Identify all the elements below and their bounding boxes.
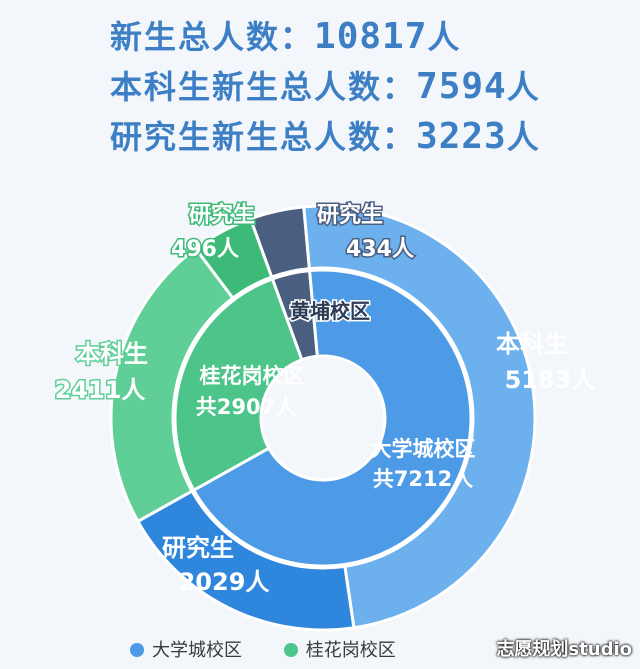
headline-value: 3223 xyxy=(416,116,507,157)
headline-undergrad-freshmen: 本科生新生总人数：7594人 xyxy=(110,62,541,108)
legend-item-daxuecheng[interactable]: 大学城校区 xyxy=(130,636,242,662)
slice-labels: 黄埔校区大学城校区共7212人桂花岗校区共2907人研究生434人本科生5183… xyxy=(53,201,596,597)
inner-label-guihuagang-name: 桂花岗校区 xyxy=(199,364,305,388)
headline-label: 本科生新生总人数： xyxy=(110,68,417,106)
outer-ring xyxy=(109,204,537,632)
headline-graduate-freshmen: 研究生新生总人数：3223人 xyxy=(110,112,541,158)
outer-label-dxc-grad-name: 研究生 xyxy=(162,534,234,562)
inner-ring-slice-1[interactable] xyxy=(191,268,473,568)
outer-label-dxc-grad-count: 2029人 xyxy=(179,568,270,596)
headline-label: 研究生新生总人数： xyxy=(110,118,417,156)
watermark: 志愿规划studio xyxy=(496,639,632,660)
headline-unit: 人 xyxy=(506,68,541,106)
headline-total-freshmen: 新生总人数：10817人 xyxy=(110,12,461,58)
outer-label-dxc-undergrad-count: 5183人 xyxy=(505,366,596,394)
outer-ring-slice-4[interactable] xyxy=(193,216,274,301)
inner-label-huangpu: 黄埔校区 xyxy=(290,299,370,323)
inner-label-daxuecheng-count: 共7212人 xyxy=(373,467,473,491)
outer-label-huangpu-grad-count: 434人 xyxy=(346,237,414,262)
outer-label-huangpu-grad-name: 研究生 xyxy=(317,202,383,228)
inner-ring-slice-2[interactable] xyxy=(173,277,304,493)
headline-value: 7594 xyxy=(416,66,507,107)
donut-chart: 黄埔校区大学城校区共7212人桂花岗校区共2907人研究生434人本科生5183… xyxy=(53,201,596,632)
inner-ring xyxy=(173,268,473,568)
outer-label-ghg-grad-count: 496人 xyxy=(171,237,239,262)
headline-value: 10817 xyxy=(314,16,428,57)
inner-label-guihuagang-count: 共2907人 xyxy=(196,395,296,419)
legend-item-guihuagang[interactable]: 桂花岗校区 xyxy=(283,636,396,662)
outer-label-ghg-grad-name: 研究生 xyxy=(189,202,255,228)
headline-unit: 人 xyxy=(506,118,541,156)
headline-label: 新生总人数： xyxy=(110,18,315,56)
legend-label: 大学城校区 xyxy=(152,640,242,661)
outer-label-dxc-undergrad-name: 本科生 xyxy=(496,330,568,358)
inner-label-daxuecheng-name: 大学城校区 xyxy=(371,437,476,461)
legend-label: 桂花岗校区 xyxy=(305,640,396,661)
outer-ring-slice-1[interactable] xyxy=(302,204,537,630)
legend-dot xyxy=(283,643,298,657)
outer-label-ghg-undergrad-name: 本科生 xyxy=(76,340,148,368)
legend: 大学城校区 桂花岗校区 xyxy=(130,636,432,662)
outer-label-ghg-undergrad-count: 2411人 xyxy=(55,376,146,404)
headline-unit: 人 xyxy=(427,18,462,56)
legend-dot xyxy=(130,643,144,657)
